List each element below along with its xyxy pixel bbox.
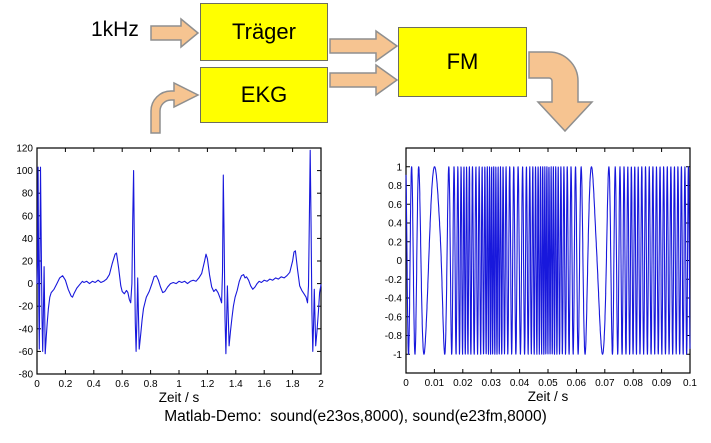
x-tick-label: 0.01 <box>425 378 445 389</box>
x-tick-label: 0 <box>403 378 409 389</box>
x-tick-label: 0.05 <box>538 378 558 389</box>
y-tick-label: -60 <box>19 347 34 358</box>
arrow-fm-output <box>528 51 594 133</box>
block-ekg: EKG <box>200 67 328 123</box>
input-arrow-1khz <box>150 17 200 49</box>
y-tick-label: 1 <box>396 162 402 173</box>
y-tick-label: 40 <box>22 234 34 245</box>
signal-line <box>36 149 322 355</box>
x-tick-label: 0 <box>34 379 40 390</box>
y-tick-label: 0.6 <box>388 200 402 211</box>
x-tick-label: 0.02 <box>453 378 473 389</box>
x-tick-label: 0.06 <box>567 378 587 389</box>
arrow-traeger-to-fm <box>329 29 399 63</box>
x-tick-label: 1.6 <box>257 379 271 390</box>
y-tick-label: -20 <box>19 302 34 313</box>
x-tick-label: 0.09 <box>652 378 672 389</box>
y-tick-label: 0 <box>396 256 402 267</box>
y-tick-label: 20 <box>22 257 34 268</box>
x-tick-label: 0.07 <box>595 378 615 389</box>
input-label-1khz: 1kHz <box>91 18 139 41</box>
x-axis-label: Zeit / s <box>159 390 200 405</box>
block-traeger: Träger <box>200 3 328 61</box>
y-tick-label: -0.4 <box>385 294 403 305</box>
x-tick-label: 0.8 <box>144 379 158 390</box>
x-axis-label: Zeit / s <box>528 389 569 404</box>
arrow-ekg-to-fm <box>329 63 399 97</box>
y-tick-label: 80 <box>22 189 34 200</box>
y-tick-label: 0 <box>27 279 33 290</box>
block-diagram <box>150 17 594 134</box>
x-tick-label: 1.4 <box>229 379 243 390</box>
fm-chart: 0 0.01 0.02 0.03 0.04 0.05 0.06 0.07 0.08 0.09 0.1… <box>385 147 697 404</box>
y-tick-label: -80 <box>19 370 34 381</box>
x-tick-label: 0.1 <box>683 378 697 389</box>
plot-box <box>36 147 322 375</box>
x-tick-label: 0.08 <box>623 378 643 389</box>
block-ekg-label: EKG <box>240 82 288 107</box>
y-tick-label: -1 <box>393 350 402 361</box>
block-fm-label: FM <box>446 49 479 74</box>
x-tick-label: 0.6 <box>115 379 129 390</box>
y-tick-label: 0.4 <box>388 219 402 230</box>
x-tick-label: 1.8 <box>286 379 300 390</box>
y-tick-label: 100 <box>16 166 33 177</box>
x-tick-label: 0.2 <box>58 379 72 390</box>
arrow-into-ekg <box>150 81 200 134</box>
x-tick-label: 1.2 <box>200 379 214 390</box>
y-tick-label: 0.2 <box>388 237 402 248</box>
y-tick-label: 120 <box>16 144 33 155</box>
x-tick-label: 0.4 <box>87 379 101 390</box>
x-tick-label: 0.04 <box>510 378 530 389</box>
y-tick-label: -0.6 <box>385 312 403 323</box>
block-fm: FM <box>398 27 527 97</box>
signal-line <box>405 166 691 355</box>
x-tick-label: 0.03 <box>481 378 501 389</box>
caption: Matlab-Demo: sound(e23os,8000), sound(e2… <box>164 408 547 425</box>
y-tick-label: -0.8 <box>385 331 403 342</box>
x-tick-label: 2 <box>318 379 324 390</box>
ekg-chart: 0 0.2 0.4 0.6 0.8 1 1.2 1.4 1.6 1.8 2 -80 -60 -40 -20 0… <box>16 144 324 406</box>
x-tick-label: 1 <box>176 379 182 390</box>
block-traeger-label: Träger <box>232 19 296 44</box>
y-tick-label: 60 <box>22 211 34 222</box>
y-tick-label: 0.8 <box>388 181 402 192</box>
y-tick-label: -0.2 <box>385 275 403 286</box>
y-tick-label: -40 <box>19 324 34 335</box>
